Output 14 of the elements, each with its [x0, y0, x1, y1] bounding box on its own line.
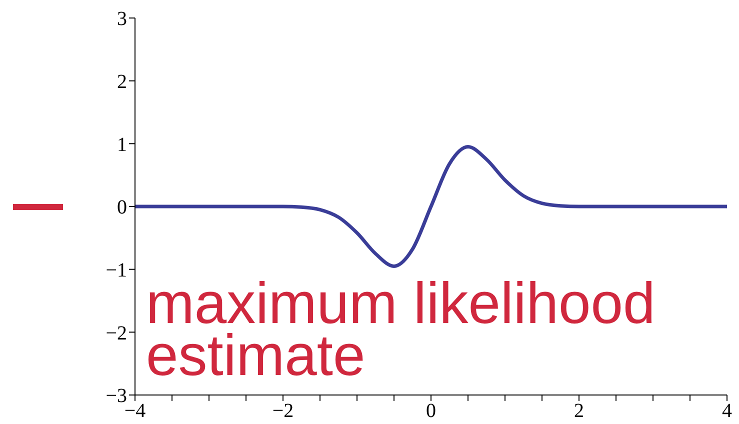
y-tick-label: −2	[106, 322, 127, 344]
annotation: maximum likelihood estimate	[146, 271, 656, 388]
y-tick-label: −3	[106, 385, 127, 408]
y-tick-label: 1	[117, 134, 127, 156]
x-tick-label: −4	[124, 400, 146, 422]
x-tick-label: 2	[574, 400, 584, 422]
x-tick-label: −2	[272, 400, 294, 422]
y-tick-label: −1	[106, 259, 127, 282]
y-tick-label: 2	[117, 70, 127, 93]
y-tick-label: 0	[117, 196, 127, 219]
x-tick-label: 0	[426, 400, 436, 422]
x-tick-label: 4	[722, 400, 732, 422]
line-series	[135, 145, 727, 268]
y-tick-label: 3	[117, 8, 127, 30]
